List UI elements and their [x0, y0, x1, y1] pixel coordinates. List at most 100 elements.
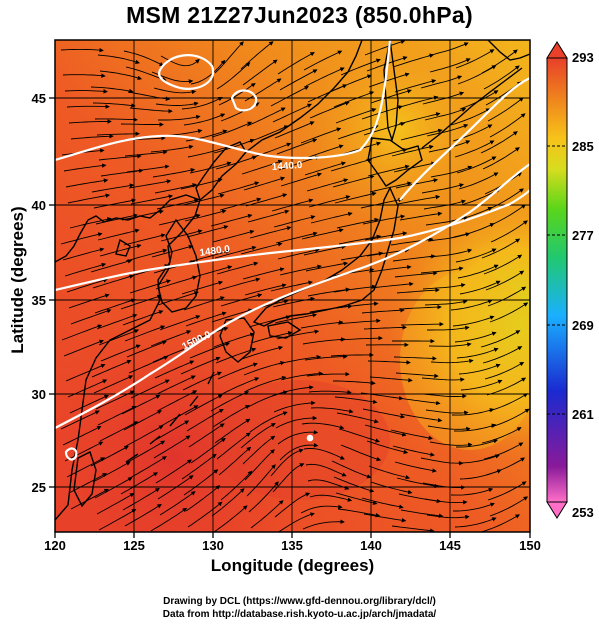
streamline — [127, 91, 171, 102]
streamline — [360, 392, 404, 401]
streamline — [190, 59, 226, 85]
streamline — [154, 360, 195, 379]
streamline — [98, 329, 140, 346]
streamline — [485, 457, 526, 476]
lat-tick-40: 40 — [32, 198, 46, 213]
credit-drawing: Drawing by DCL (https://www.gfd-dennou.o… — [163, 596, 436, 607]
lat-tick-30: 30 — [32, 387, 46, 402]
streamline — [273, 400, 316, 413]
streamline — [70, 134, 114, 140]
streamline — [63, 339, 104, 357]
streamline — [333, 476, 375, 493]
lat-tick-45: 45 — [32, 91, 46, 106]
streamline — [243, 360, 285, 376]
streamline — [218, 277, 261, 291]
streamline — [336, 217, 379, 229]
contour-label-1440: 1440.0 — [271, 160, 303, 173]
streamline — [212, 229, 255, 243]
streamline — [390, 429, 433, 441]
streamline — [398, 304, 442, 310]
streamline — [361, 308, 405, 314]
streamline — [150, 144, 194, 153]
streamline — [488, 204, 526, 227]
streamline — [270, 280, 313, 292]
streamline — [214, 245, 257, 259]
streamline — [332, 174, 375, 188]
streamline — [367, 164, 410, 177]
streamline — [363, 325, 407, 330]
streamline — [128, 355, 169, 374]
streamline — [215, 347, 257, 364]
streamline — [67, 379, 108, 398]
streamline — [155, 101, 199, 107]
streamline — [396, 477, 439, 489]
streamline — [487, 481, 527, 501]
streamline — [274, 313, 318, 324]
streamline — [153, 87, 197, 95]
streamline — [181, 453, 217, 480]
streamline — [65, 363, 106, 382]
streamline — [395, 178, 439, 189]
streamline — [484, 361, 525, 380]
streamline — [188, 423, 225, 448]
streamline — [301, 228, 344, 240]
streamline — [66, 457, 106, 478]
streamline — [93, 375, 134, 394]
streamline — [450, 487, 494, 496]
streamline — [482, 346, 523, 364]
streamline — [129, 456, 167, 479]
streamline — [487, 97, 524, 122]
colorbar-max-triangle — [546, 41, 568, 59]
streamline — [185, 485, 221, 512]
streamline — [242, 59, 278, 86]
streamline — [426, 123, 469, 137]
streamline — [187, 145, 230, 158]
streamline — [68, 119, 112, 124]
streamline — [430, 165, 473, 178]
streamline — [242, 267, 285, 280]
streamline — [426, 514, 470, 520]
streamline — [364, 231, 408, 241]
streamline — [94, 298, 136, 314]
streamline — [247, 390, 288, 408]
streamline — [333, 91, 375, 108]
streamline — [120, 472, 158, 495]
streamline — [70, 488, 109, 510]
streamline — [337, 318, 381, 325]
streamline — [126, 340, 167, 358]
streamline — [398, 112, 441, 125]
streamline — [97, 54, 140, 65]
wind-streamlines — [60, 40, 530, 532]
streamline — [451, 408, 495, 416]
streamline — [218, 446, 252, 476]
streamline — [275, 415, 318, 429]
streamline — [420, 75, 463, 89]
streamline — [392, 445, 435, 457]
streamline — [450, 108, 491, 126]
streamline — [155, 275, 198, 290]
streamline — [121, 209, 164, 221]
streamline — [335, 492, 378, 506]
streamline — [400, 321, 444, 327]
streamline — [457, 264, 499, 279]
streamline — [125, 248, 168, 262]
streamline — [300, 504, 343, 514]
streamline — [421, 183, 464, 194]
streamline — [365, 147, 408, 161]
streamline — [394, 79, 437, 93]
streamline — [429, 58, 471, 73]
streamline — [368, 264, 412, 273]
streamline — [360, 197, 403, 209]
streamline — [94, 117, 138, 122]
streamline — [156, 198, 199, 210]
streamline — [210, 213, 253, 227]
streamline — [249, 226, 292, 239]
streamline — [68, 293, 110, 309]
streamline — [370, 89, 412, 104]
streamline — [330, 352, 374, 358]
streamline — [337, 508, 381, 518]
streamline — [454, 517, 497, 528]
streamline — [156, 375, 196, 395]
streamline — [309, 101, 350, 119]
streamline — [180, 356, 221, 375]
